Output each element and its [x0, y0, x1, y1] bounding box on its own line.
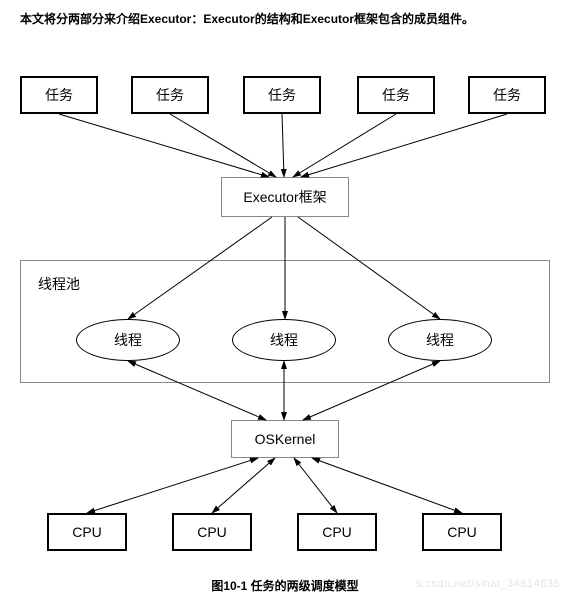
executor-box: Executor框架	[221, 177, 349, 217]
cpu-label: CPU	[447, 524, 477, 540]
cpu-box-3: CPU	[422, 513, 502, 551]
task-box-4: 任务	[468, 76, 546, 114]
task-box-1: 任务	[131, 76, 209, 114]
thread-pool-label: 线程池	[38, 274, 80, 294]
cpu-box-1: CPU	[172, 513, 252, 551]
thread-label: 线程	[270, 330, 298, 350]
thread-ellipse-1: 线程	[232, 319, 336, 361]
intro-text: 本文将分两部分来介绍Executor：Executor的结构和Executor框…	[20, 10, 474, 27]
edge-line	[293, 114, 396, 177]
task-label: 任务	[156, 85, 184, 105]
cpu-label: CPU	[197, 524, 227, 540]
task-box-0: 任务	[20, 76, 98, 114]
cpu-label: CPU	[322, 524, 352, 540]
task-label: 任务	[382, 85, 410, 105]
os-kernel-label: OSKernel	[255, 431, 316, 447]
edge-line	[301, 114, 507, 177]
thread-label: 线程	[426, 330, 454, 350]
edge-line	[170, 114, 276, 177]
watermark-text: s.csdn.net/sinat_34814635	[416, 578, 560, 590]
edge-line	[59, 114, 269, 177]
cpu-label: CPU	[72, 524, 102, 540]
task-label: 任务	[268, 85, 296, 105]
task-box-2: 任务	[243, 76, 321, 114]
edge-line	[294, 458, 337, 513]
thread-label: 线程	[114, 330, 142, 350]
thread-ellipse-0: 线程	[76, 319, 180, 361]
cpu-box-2: CPU	[297, 513, 377, 551]
edge-line	[282, 114, 284, 177]
executor-label: Executor框架	[243, 187, 326, 207]
task-box-3: 任务	[357, 76, 435, 114]
thread-ellipse-2: 线程	[388, 319, 492, 361]
edge-line	[312, 458, 462, 513]
task-label: 任务	[493, 85, 521, 105]
edge-line	[212, 458, 275, 513]
task-label: 任务	[45, 85, 73, 105]
os-kernel-box: OSKernel	[231, 420, 339, 458]
edge-line	[87, 458, 258, 513]
cpu-box-0: CPU	[47, 513, 127, 551]
